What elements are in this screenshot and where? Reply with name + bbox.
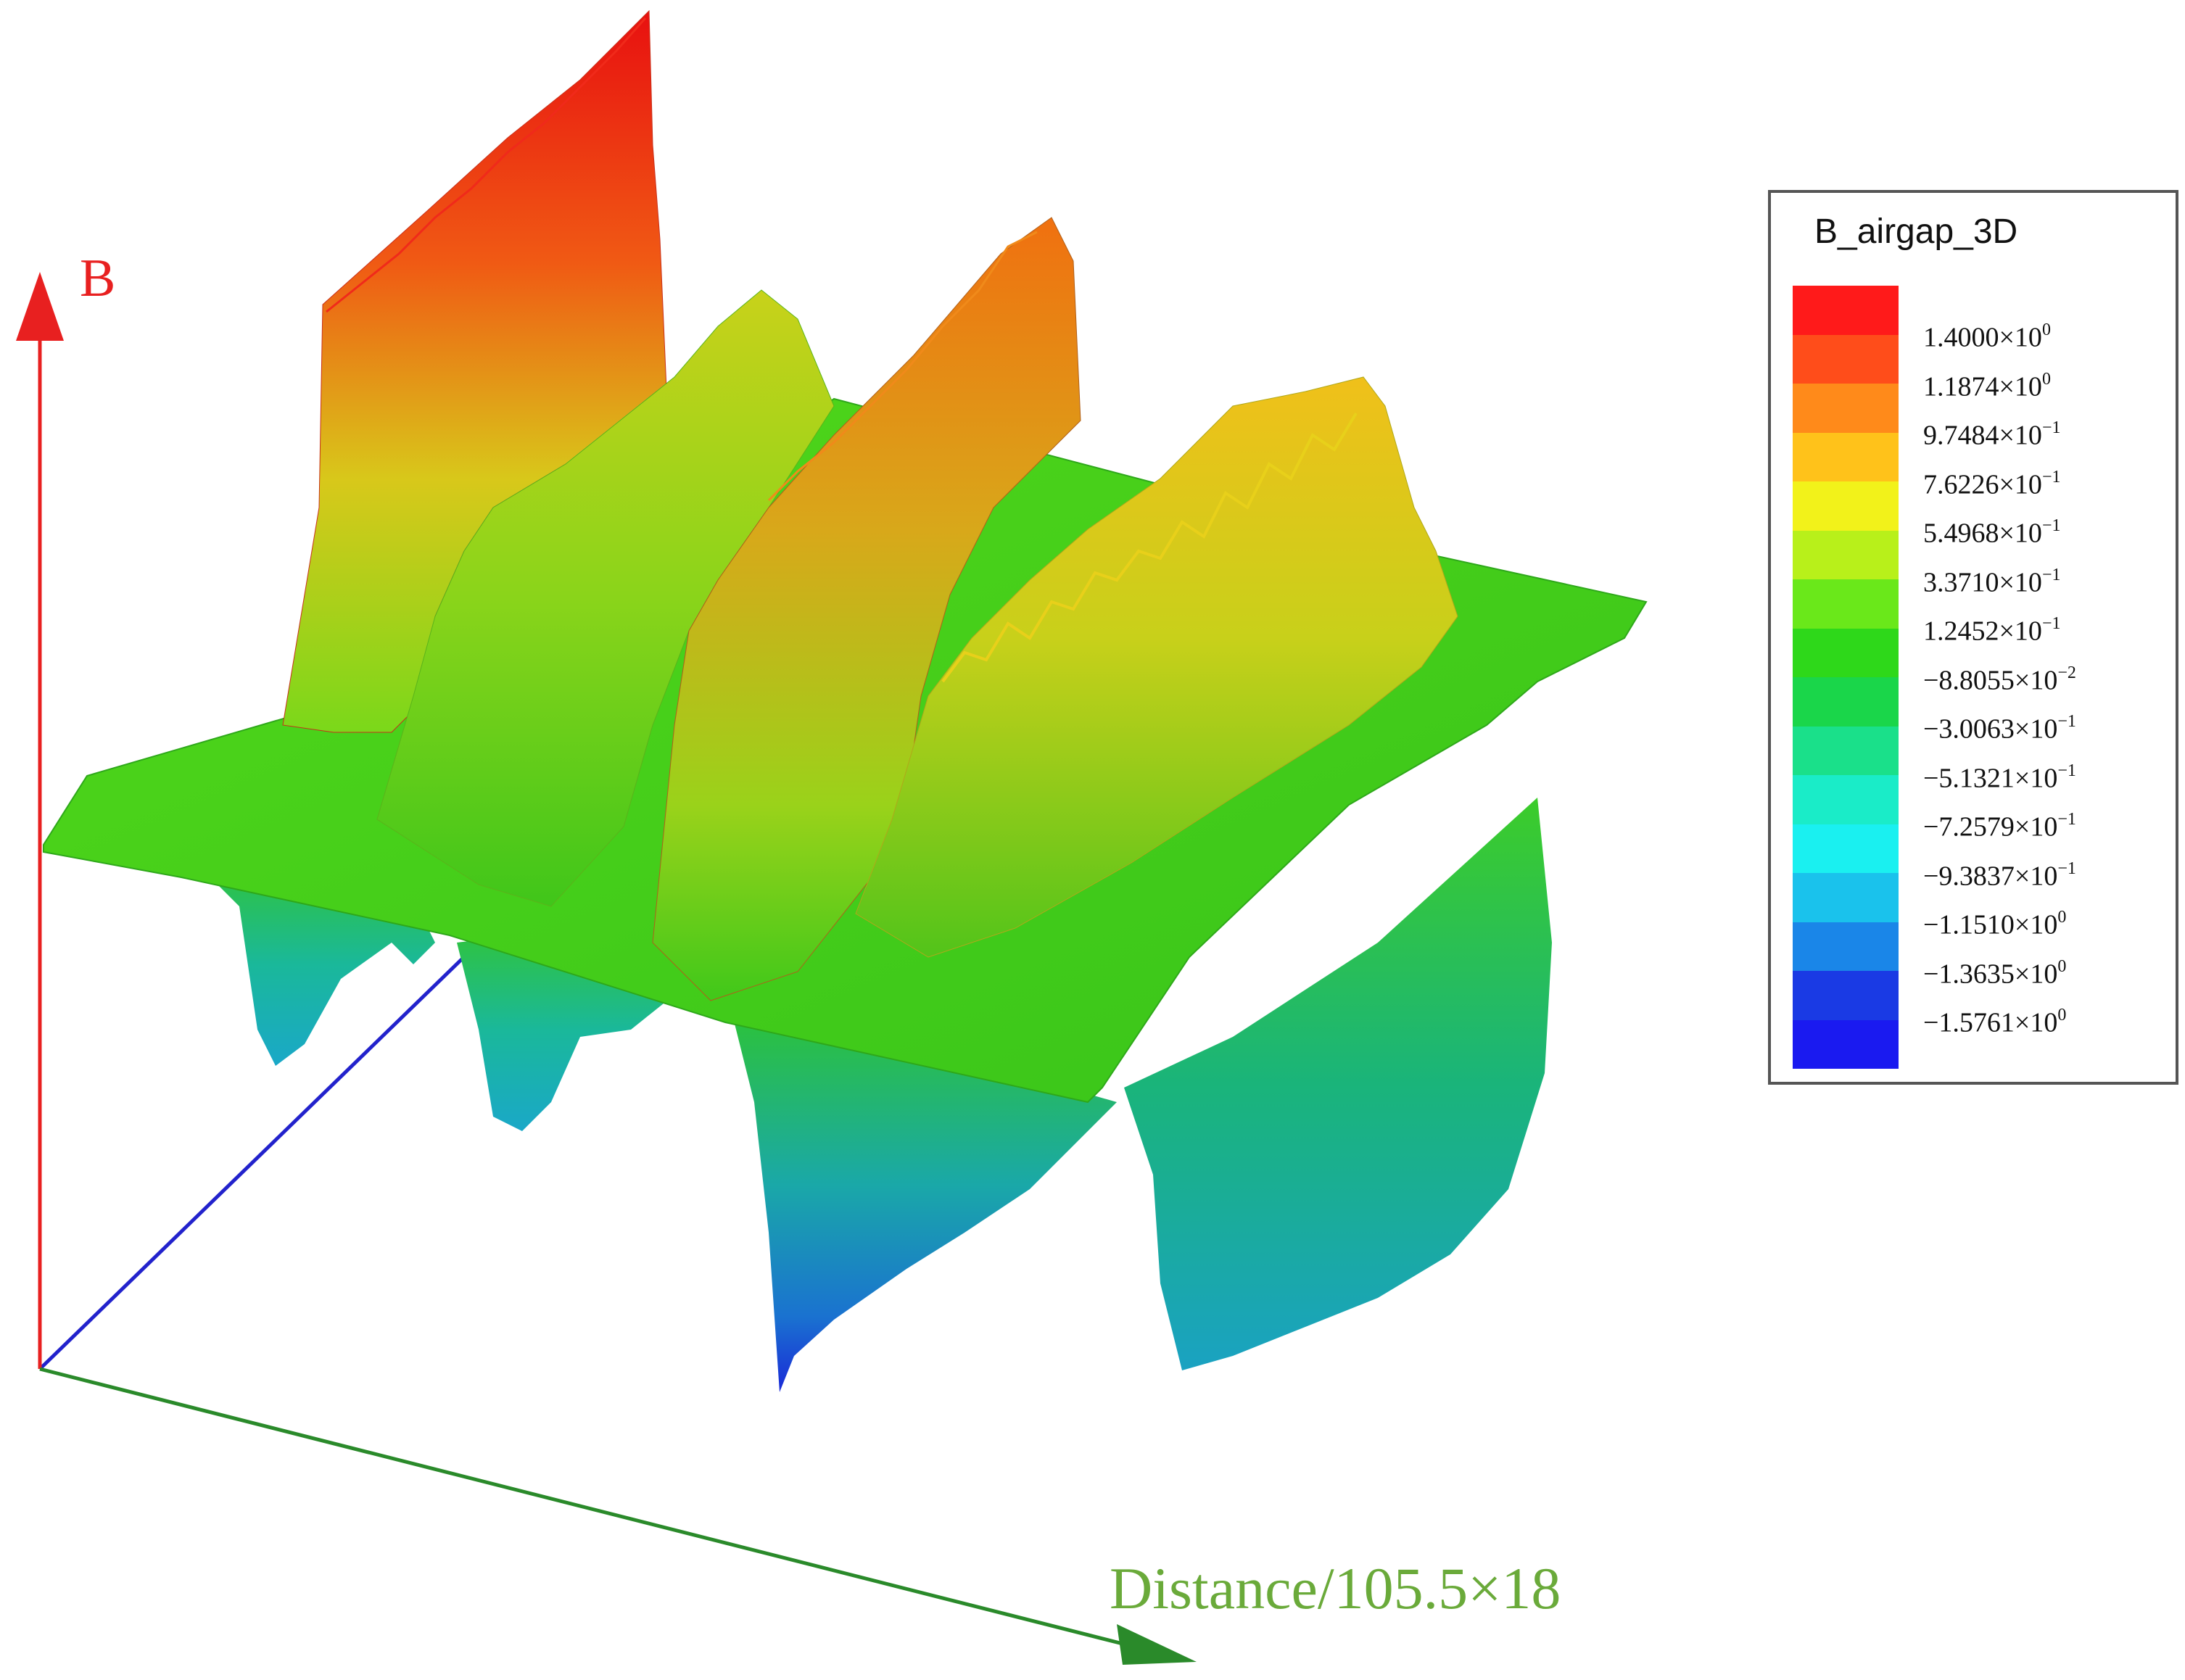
- z-axis-arrowhead: [16, 272, 64, 341]
- legend-label-mantissa: −5.1321×10: [1923, 763, 2058, 794]
- legend-label-exponent: −1: [2041, 614, 2061, 634]
- color-legend: B_airgap_3D 1.4000×100 1.1874×100 9.7484×1…: [1768, 190, 2178, 1085]
- legend-swatch: [1793, 922, 1899, 971]
- legend-label: −8.8055×10−2: [1923, 650, 2076, 700]
- legend-label-exponent: −2: [2057, 663, 2076, 682]
- x-axis-arrowhead: [1117, 1624, 1197, 1665]
- trough-3: [732, 1015, 1117, 1392]
- legend-label-exponent: −1: [2041, 418, 2061, 438]
- legend-swatch: [1793, 384, 1899, 433]
- x-axis-label: Distance/105.5×18: [1110, 1555, 1561, 1621]
- legend-swatches: [1793, 286, 1899, 1069]
- legend-swatch: [1793, 1019, 1899, 1069]
- legend-swatch: [1793, 432, 1899, 481]
- legend-label: −9.3837×10−1: [1923, 846, 2076, 895]
- peak-2: [376, 289, 835, 907]
- legend-swatch: [1793, 824, 1899, 873]
- legend-label-mantissa: −1.3635×10: [1923, 959, 2058, 990]
- legend-swatch: [1793, 628, 1899, 677]
- legend-label: 1.1874×100: [1923, 357, 2051, 406]
- legend-label-mantissa: −3.0063×10: [1923, 714, 2058, 745]
- legend-swatch: [1793, 579, 1899, 629]
- legend-label-mantissa: −9.3837×10: [1923, 861, 2058, 892]
- legend-label-mantissa: −8.8055×10: [1923, 665, 2058, 696]
- legend-label-exponent: −1: [2041, 467, 2061, 487]
- legend-label-exponent: −1: [2057, 810, 2076, 829]
- legend-label: 3.3710×10−1: [1923, 553, 2060, 602]
- legend-title: B_airgap_3D: [1814, 212, 2018, 251]
- z-axis-label: B: [80, 249, 115, 308]
- legend-label-exponent: 0: [2057, 1006, 2067, 1025]
- legend-label-mantissa: 3.3710×10: [1923, 567, 2042, 598]
- legend-label-mantissa: −7.2579×10: [1923, 812, 2058, 843]
- legend-label: −1.3635×100: [1923, 944, 2066, 993]
- legend-swatch: [1793, 775, 1899, 824]
- legend-swatch: [1793, 677, 1899, 727]
- legend-label: 1.2452×10−1: [1923, 601, 2060, 650]
- legend-swatch: [1793, 873, 1899, 922]
- legend-label: −7.2579×10−1: [1923, 797, 2076, 846]
- legend-label: 1.4000×100: [1923, 307, 2051, 357]
- legend-label: −1.5761×100: [1923, 993, 2066, 1042]
- y-axis-line: [38, 948, 473, 1370]
- legend-label-mantissa: 7.6226×10: [1923, 469, 2042, 500]
- legend-label: 5.4968×10−1: [1923, 503, 2060, 553]
- peak-1-ridge-texture: [326, 17, 647, 313]
- legend-label: 9.7484×10−1: [1923, 405, 2060, 455]
- legend-label-mantissa: 1.2452×10: [1923, 616, 2042, 647]
- legend-label-exponent: −1: [2057, 858, 2076, 878]
- legend-label-exponent: 0: [2057, 908, 2067, 927]
- trough-4: [1124, 798, 1552, 1370]
- peak-3-ridge-texture: [767, 231, 1038, 502]
- legend-label-mantissa: 9.7484×10: [1923, 421, 2042, 452]
- legend-swatch: [1793, 971, 1899, 1020]
- legend-label-exponent: −1: [2057, 712, 2076, 732]
- peak-4-ridge-texture: [941, 412, 1358, 683]
- legend-label-mantissa: −1.5761×10: [1923, 1008, 2058, 1039]
- legend-label: −5.1321×10−1: [1923, 748, 2076, 798]
- legend-label: −3.0063×10−1: [1923, 699, 2076, 748]
- legend-swatch: [1793, 530, 1899, 579]
- legend-swatch: [1793, 286, 1899, 335]
- legend-label-exponent: 0: [2041, 369, 2051, 389]
- legend-swatch: [1793, 481, 1899, 531]
- legend-label-exponent: −1: [2041, 516, 2061, 536]
- legend-label-mantissa: 5.4968×10: [1923, 518, 2042, 550]
- legend-label-exponent: 0: [2057, 956, 2067, 976]
- legend-label: 7.6226×10−1: [1923, 455, 2060, 504]
- x-axis-line: [39, 1367, 1132, 1648]
- legend-swatch: [1793, 726, 1899, 775]
- legend-label-mantissa: −1.1510×10: [1923, 910, 2058, 941]
- legend-swatch: [1793, 334, 1899, 384]
- legend-label-exponent: 0: [2041, 320, 2051, 340]
- legend-label-mantissa: 1.1874×10: [1923, 371, 2042, 402]
- legend-label-exponent: −1: [2041, 565, 2061, 584]
- legend-label-mantissa: 1.4000×10: [1923, 323, 2042, 354]
- legend-label-exponent: −1: [2057, 761, 2076, 780]
- legend-label: −1.1510×100: [1923, 895, 2066, 944]
- peak-4: [855, 376, 1458, 958]
